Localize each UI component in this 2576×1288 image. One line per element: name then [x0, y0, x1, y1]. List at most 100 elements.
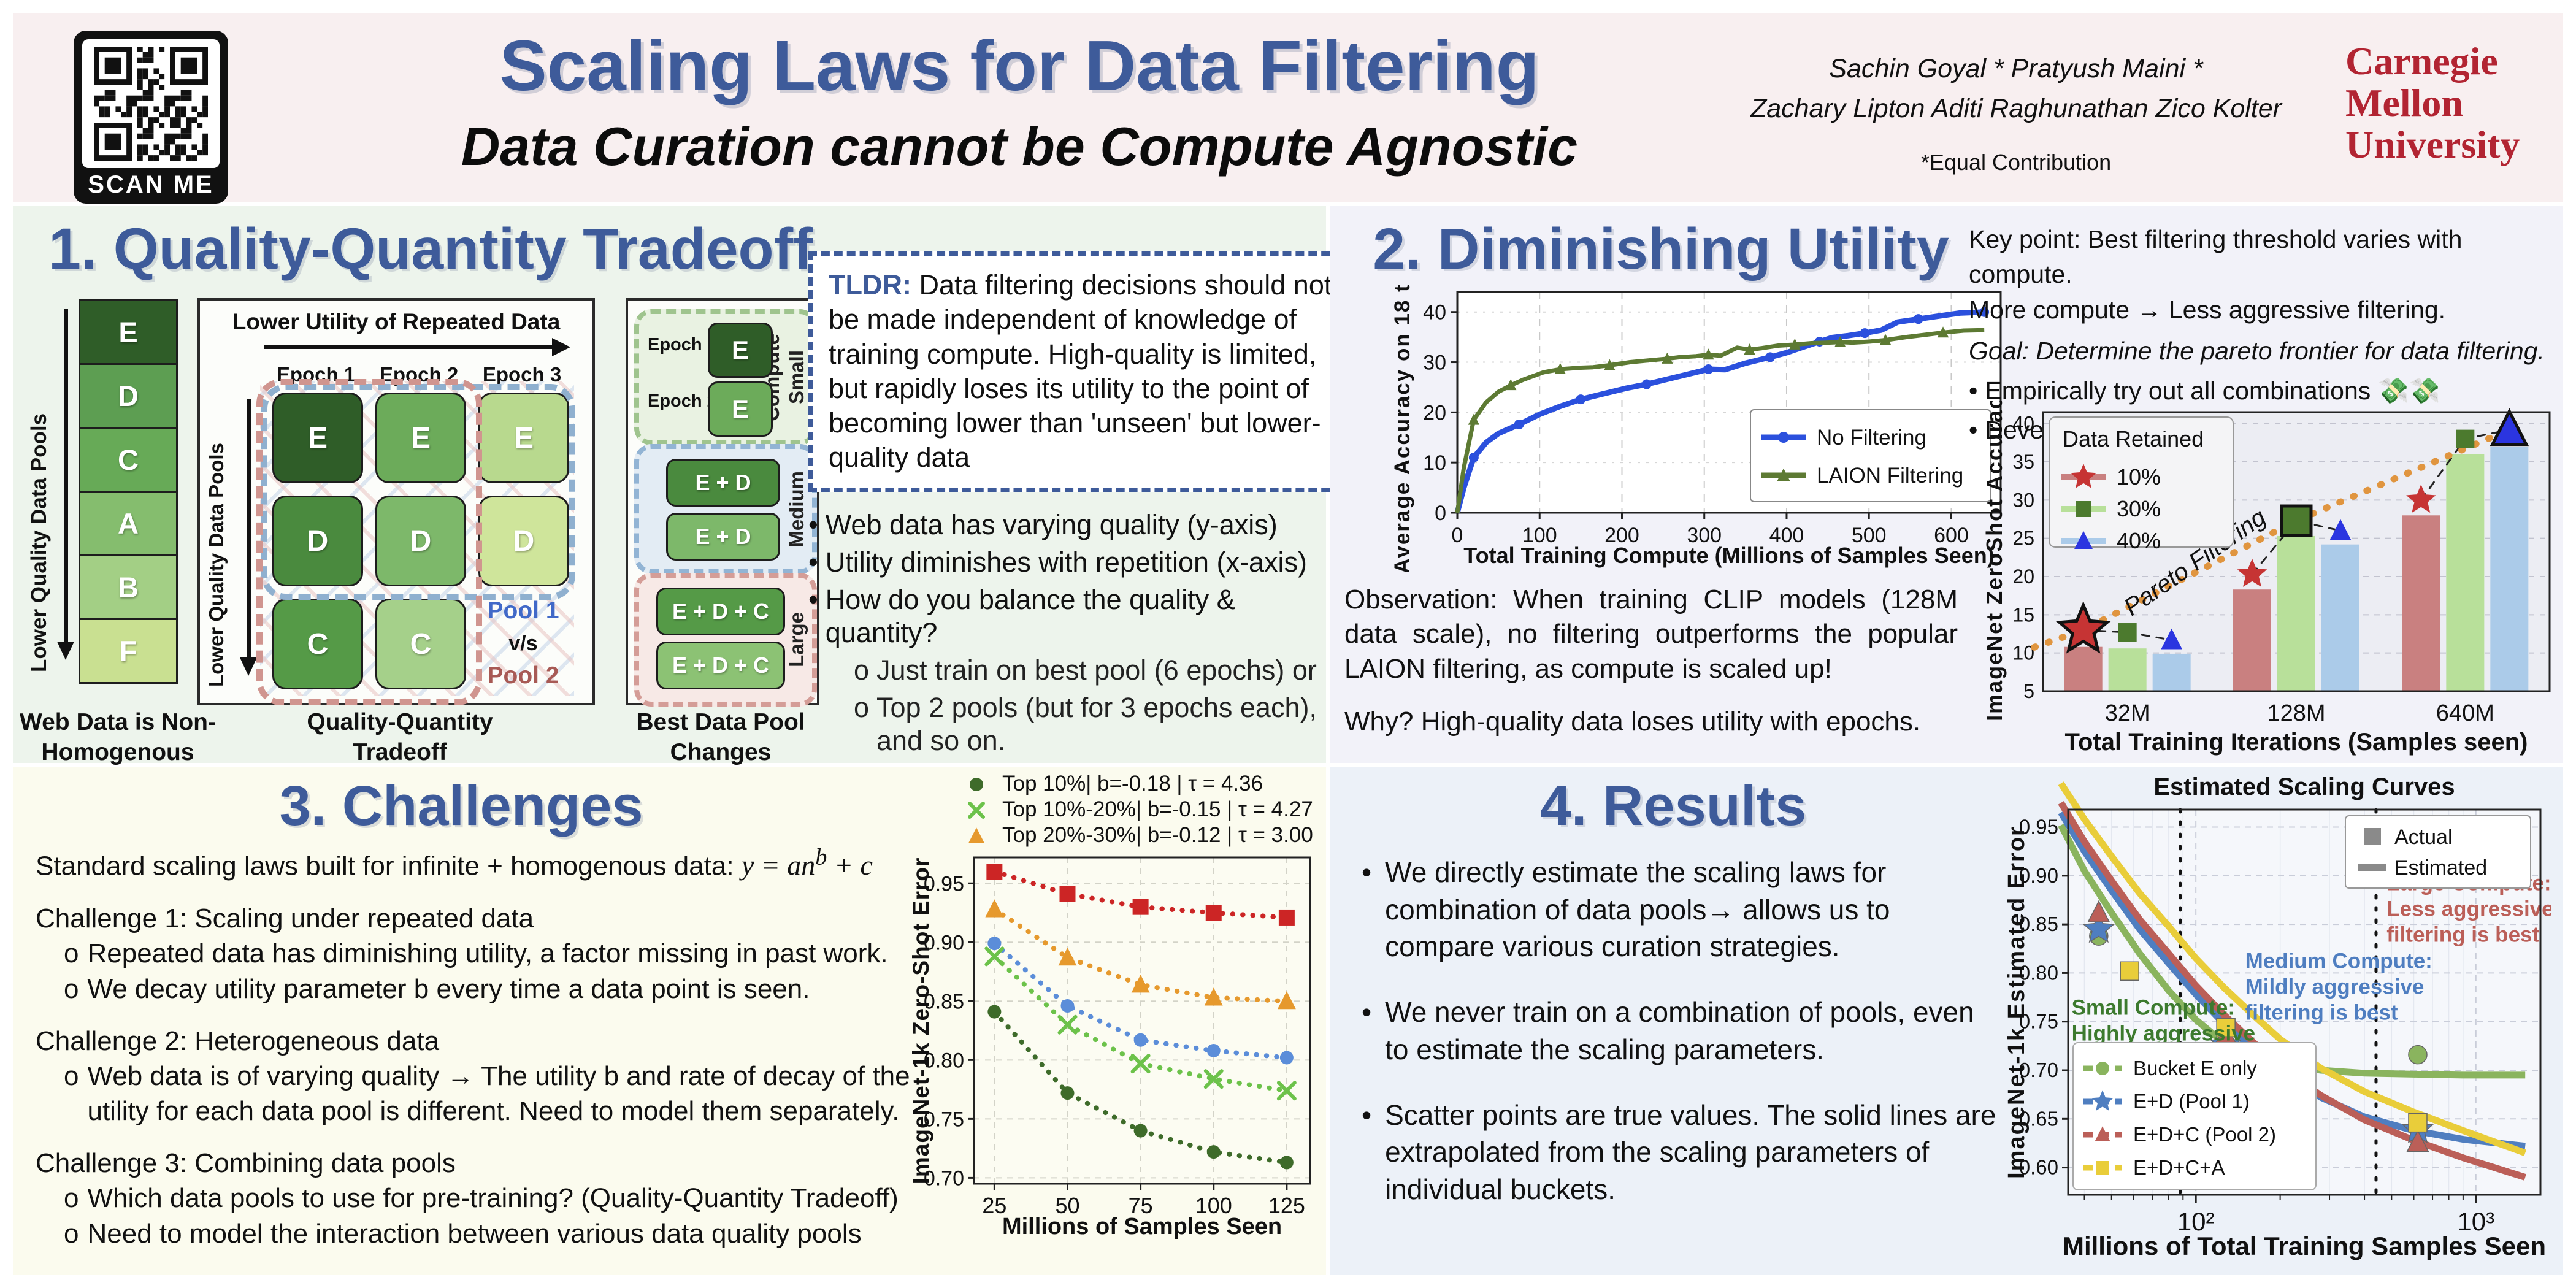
challenge-list: Challenge 1: Scaling under repeated data…	[36, 901, 913, 1251]
svg-text:Medium Compute:Mildly aggressi: Medium Compute: Mildly aggressive filterin…	[2245, 949, 2432, 1024]
svg-text:128M: 128M	[2267, 700, 2325, 726]
accuracy-vs-compute-chart: 0 100 200 300 400 500 600 0 10 20 30 40 Total Traini…	[1390, 231, 2011, 574]
challenges-text: Standard scaling laws built for infinite…	[36, 843, 913, 1251]
svg-text:0.75: 0.75	[2019, 1010, 2058, 1033]
tldr-box: TLDR: Data filtering decisions should no…	[808, 251, 1355, 492]
compute-box: E + D	[666, 459, 780, 507]
bullet-text: We decay utility parameter b every time …	[87, 973, 810, 1004]
qr-modules	[82, 39, 220, 168]
svg-text:0: 0	[1435, 502, 1446, 525]
section-2-heading: 2. Diminishing Utility	[1373, 217, 1949, 282]
tldr-label: TLDR:	[829, 269, 911, 301]
bullet-marker: o	[64, 1060, 79, 1091]
legend-label: Top 20%-30%| b=-0.12 | τ = 3.00	[1002, 823, 1313, 847]
pool-cell-C: C	[79, 427, 178, 493]
list-item: o Web data is of varying quality → The ut…	[64, 1059, 913, 1129]
bullet-text: How do you balance the quality & quantit…	[825, 584, 1235, 648]
list-item: o Which data pools to use for pre-trainin…	[64, 1181, 913, 1216]
svg-text:Total Training Compute (Millio: Total Training Compute (Millions of Samp…	[1463, 543, 1994, 568]
compute-group-label: Large	[785, 578, 808, 702]
list-item: • How do you balance the quality & quanti…	[808, 583, 1333, 650]
qr-svg	[94, 47, 208, 161]
section-4-bullets: • We directly estimate the scaling laws f…	[1362, 854, 2003, 1236]
svg-text:600: 600	[1934, 524, 1969, 547]
observation-text: Observation: When training CLIP models (…	[1344, 585, 1958, 684]
qqt-cell-C2: C	[375, 599, 466, 689]
goal-text: Goal: Determine the pareto frontier for …	[1969, 337, 2545, 366]
bullet-marker: o	[854, 692, 870, 723]
list-item: o Need to model the interaction between v…	[64, 1216, 913, 1251]
compute-box: E	[708, 381, 773, 437]
svg-text:10: 10	[2012, 642, 2034, 664]
svg-text:25: 25	[2012, 527, 2034, 550]
list-item: • We never train on a combination of pool…	[1362, 994, 2003, 1068]
section-3-heading: 3. Challenges	[279, 775, 643, 837]
pool-cell-F: F	[79, 618, 178, 684]
authors: Sachin Goyal * Pratyush Maini * Zachary …	[1700, 49, 2332, 128]
svg-text:500: 500	[1852, 524, 1887, 547]
svg-text:0.90: 0.90	[2019, 864, 2058, 887]
qqt-cell-E1: E	[272, 393, 363, 483]
poster-subtitle: Data Curation cannot be Compute Agnostic	[461, 116, 1578, 177]
authors-line-2: Zachary Lipton Aditi Raghunathan Zico Ko…	[1750, 93, 2282, 123]
pool-1-outline	[261, 384, 575, 600]
logo-line: University	[2345, 122, 2520, 166]
svg-text:0.85: 0.85	[924, 990, 964, 1013]
bullet-marker: •	[1362, 1098, 1372, 1131]
section-1-heading: 1. Quality-Quantity Tradeoff	[48, 217, 813, 282]
legend-marker-icon	[968, 827, 984, 843]
panel-b-qqt-diagram: Lower Utility of Repeated Data Epoch 1 Ep…	[197, 298, 595, 705]
svg-text:E+D+C+A: E+D+C+A	[2133, 1156, 2225, 1179]
svg-text:E+D (Pool 1): E+D (Pool 1)	[2133, 1090, 2250, 1113]
compute-group-label-word: Medium	[785, 470, 808, 548]
right-arrowhead-icon	[552, 338, 580, 356]
bullet-text: Repeated data has diminishing utility, a…	[87, 938, 888, 969]
list-item: • Empirically try out all combinations 💸💸	[1969, 374, 2567, 408]
scaling-law-formula: y = anb + c	[741, 845, 873, 881]
panel-b-axis-label: Lower Quality Data Pools	[205, 443, 228, 687]
section-1-bullets: • Web data has varying quality (y-axis) • U…	[808, 504, 1333, 762]
bullet-text: We directly estimate the scaling laws fo…	[1385, 856, 1890, 963]
list-item: o Just train on best pool (6 epochs) or	[854, 654, 1333, 687]
list-item: • Utility diminishes with repetition (x-a…	[808, 546, 1333, 579]
bullet-marker: •	[808, 584, 818, 615]
compute-group: Large E + D + C E + D + C	[634, 573, 817, 707]
bullet-text: Just train on best pool (6 epochs) or	[876, 654, 1317, 686]
bullet-text: Which data pools to use for pre-training…	[87, 1183, 899, 1214]
svg-text:Millions of Total Training Sam: Millions of Total Training Samples Seen	[2063, 1232, 2546, 1260]
legend-label: Top 10%-20%| b=-0.15 | τ = 4.27	[1002, 797, 1313, 821]
bullet-marker: •	[1362, 996, 1372, 1029]
list-item: • We directly estimate the scaling laws f…	[1362, 854, 2003, 965]
bullet-marker: o	[64, 938, 79, 969]
list-item: o We decay utility parameter b every time…	[64, 972, 913, 1006]
legend-item: Top 10%| b=-0.18 | τ = 4.36	[959, 772, 1327, 796]
section-2-diminishing-utility: 2. Diminishing Utility 0 100 200 300 400 500 6…	[1330, 206, 2563, 763]
bullet-text: Web data is of varying quality → The uti…	[87, 1060, 910, 1127]
svg-text:20: 20	[1423, 401, 1446, 424]
chart-c-svg: 25 50 75 100 125 0.70 0.75 0.80 0.85 0.90 0.95 Mill…	[908, 856, 1311, 1240]
svg-text:5: 5	[2023, 680, 2034, 702]
challenge-title: Challenge 3: Combining data pools	[36, 1148, 456, 1179]
svg-text:Average Accuracy on 18 tasks: Average Accuracy on 18 tasks	[1391, 283, 1414, 572]
chart-c-legend: Top 10%| b=-0.18 | τ = 4.36 Top 10%-20%| …	[959, 772, 1327, 848]
bullet-text: Utility diminishes with repetition (x-ax…	[825, 546, 1307, 578]
svg-text:10: 10	[1423, 451, 1446, 475]
bullet-marker: •	[1969, 376, 1978, 405]
svg-text:0.65: 0.65	[2019, 1107, 2058, 1130]
right-arrow-icon	[264, 345, 553, 349]
svg-text:300: 300	[1687, 524, 1722, 547]
bullet-marker: •	[808, 546, 818, 578]
svg-text:32M: 32M	[2105, 700, 2150, 726]
svg-text:0.95: 0.95	[924, 872, 964, 895]
pool-cell-A: A	[79, 491, 178, 556]
svg-text:400: 400	[1769, 524, 1804, 547]
svg-text:25: 25	[982, 1193, 1006, 1218]
legend-item: Top 20%-30%| b=-0.12 | τ = 3.00	[959, 823, 1327, 848]
qqt-cell-E2: E	[375, 393, 466, 483]
section-1-quality-quantity: 1. Quality-Quantity Tradeoff Lower Quali…	[13, 206, 1355, 825]
svg-text:Estimated Scaling Curves: Estimated Scaling Curves	[2153, 773, 2455, 800]
list-item: • Web data has varying quality (y-axis)	[808, 508, 1333, 542]
